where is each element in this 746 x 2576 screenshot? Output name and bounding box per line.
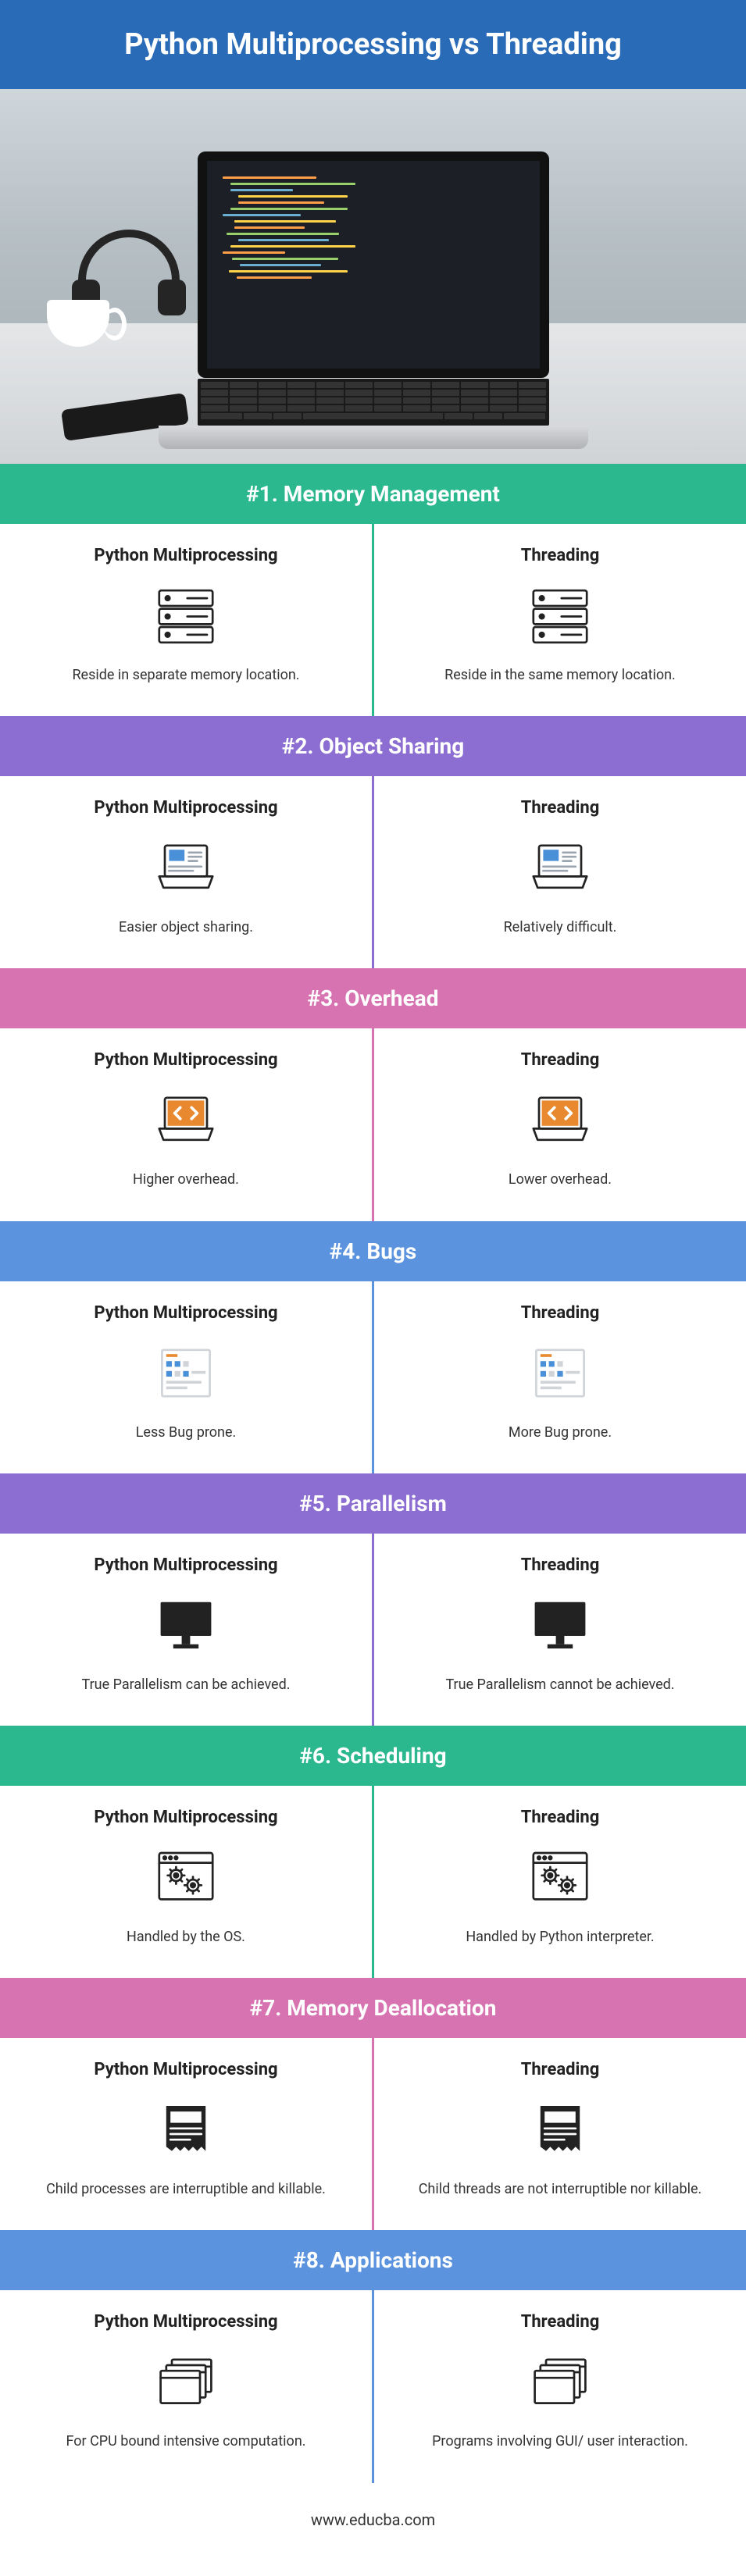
laptop-blue-icon [398, 833, 723, 903]
monitor-icon [398, 1591, 723, 1661]
server-icon [23, 581, 348, 651]
comparison-row: Python Multiprocessing For CPU bound int… [0, 2290, 746, 2482]
left-title: Python Multiprocessing [23, 2060, 348, 2079]
window-gears-icon [398, 1843, 723, 1913]
section-header: #6. Scheduling [0, 1726, 746, 1786]
section-header: #1. Memory Management [0, 464, 746, 524]
section-header: #3. Overhead [0, 968, 746, 1028]
right-text: Child threads are not interruptible nor … [398, 2179, 723, 2199]
left-text: Reside in separate memory location. [23, 665, 348, 685]
laptop-blue-icon [23, 833, 348, 903]
right-text: Relatively difficult. [398, 917, 723, 937]
left-column: Python Multiprocessing Handled by the OS… [0, 1786, 374, 1978]
left-text: True Parallelism can be achieved. [23, 1675, 348, 1694]
left-column: Python Multiprocessing Child processes a… [0, 2038, 374, 2230]
infographic-container: Python Multiprocessing vs Threading [0, 0, 746, 2576]
right-column: Threading Lower overhead. [374, 1028, 746, 1220]
right-column: Threading Handled by Python interpreter. [374, 1786, 746, 1978]
left-title: Python Multiprocessing [23, 2312, 348, 2332]
left-column: Python Multiprocessing For CPU bound int… [0, 2290, 374, 2482]
section-header: #2. Object Sharing [0, 716, 746, 776]
section-header: #5. Parallelism [0, 1473, 746, 1534]
right-text: More Bug prone. [398, 1423, 723, 1442]
right-title: Threading [398, 1050, 723, 1070]
form-icon [398, 1338, 723, 1409]
form-icon [23, 1338, 348, 1409]
comparison-row: Python Multiprocessing Less Bug prone. T… [0, 1281, 746, 1473]
laptop-orange-icon [398, 1085, 723, 1156]
left-title: Python Multiprocessing [23, 1303, 348, 1323]
left-title: Python Multiprocessing [23, 798, 348, 818]
right-column: Threading Relatively difficult. [374, 776, 746, 968]
comparison-row: Python Multiprocessing Higher overhead. … [0, 1028, 746, 1220]
left-title: Python Multiprocessing [23, 1050, 348, 1070]
server-icon [398, 581, 723, 651]
receipt-icon [398, 2095, 723, 2165]
left-text: Handled by the OS. [23, 1927, 348, 1947]
right-title: Threading [398, 1303, 723, 1323]
left-text: Child processes are interruptible and ki… [23, 2179, 348, 2199]
right-title: Threading [398, 1555, 723, 1575]
right-title: Threading [398, 1808, 723, 1827]
right-column: Threading True Parallelism cannot be ach… [374, 1534, 746, 1726]
right-title: Threading [398, 798, 723, 818]
section-header: #8. Applications [0, 2230, 746, 2290]
laptop-illustration [159, 151, 588, 448]
right-column: Threading Programs involving GUI/ user i… [374, 2290, 746, 2482]
left-column: Python Multiprocessing Reside in separat… [0, 524, 374, 716]
comparison-row: Python Multiprocessing Easier object sha… [0, 776, 746, 968]
right-column: Threading More Bug prone. [374, 1281, 746, 1473]
right-text: Lower overhead. [398, 1170, 723, 1189]
left-text: Higher overhead. [23, 1170, 348, 1189]
left-column: Python Multiprocessing Higher overhead. [0, 1028, 374, 1220]
left-column: Python Multiprocessing Less Bug prone. [0, 1281, 374, 1473]
windows-stack-icon [398, 2347, 723, 2417]
left-title: Python Multiprocessing [23, 546, 348, 565]
comparison-row: Python Multiprocessing Handled by the OS… [0, 1786, 746, 1978]
comparison-row: Python Multiprocessing Child processes a… [0, 2038, 746, 2230]
comparison-row: Python Multiprocessing True Parallelism … [0, 1534, 746, 1726]
left-column: Python Multiprocessing Easier object sha… [0, 776, 374, 968]
left-text: For CPU bound intensive computation. [23, 2432, 348, 2451]
right-title: Threading [398, 546, 723, 565]
page-title: Python Multiprocessing vs Threading [0, 0, 746, 89]
left-title: Python Multiprocessing [23, 1555, 348, 1575]
right-title: Threading [398, 2312, 723, 2332]
right-text: Reside in the same memory location. [398, 665, 723, 685]
left-text: Less Bug prone. [23, 1423, 348, 1442]
windows-stack-icon [23, 2347, 348, 2417]
right-column: Threading Reside in the same memory loca… [374, 524, 746, 716]
left-title: Python Multiprocessing [23, 1808, 348, 1827]
hero-image [0, 89, 746, 464]
laptop-orange-icon [23, 1085, 348, 1156]
footer-url: www.educba.com [0, 2483, 746, 2576]
section-header: #4. Bugs [0, 1221, 746, 1281]
section-header: #7. Memory Deallocation [0, 1978, 746, 2038]
window-gears-icon [23, 1843, 348, 1913]
right-title: Threading [398, 2060, 723, 2079]
right-text: Handled by Python interpreter. [398, 1927, 723, 1947]
right-column: Threading Child threads are not interrup… [374, 2038, 746, 2230]
sections-list: #1. Memory Management Python Multiproces… [0, 464, 746, 2483]
monitor-icon [23, 1591, 348, 1661]
comparison-row: Python Multiprocessing Reside in separat… [0, 524, 746, 716]
right-text: Programs involving GUI/ user interaction… [398, 2432, 723, 2451]
left-column: Python Multiprocessing True Parallelism … [0, 1534, 374, 1726]
right-text: True Parallelism cannot be achieved. [398, 1675, 723, 1694]
receipt-icon [23, 2095, 348, 2165]
left-text: Easier object sharing. [23, 917, 348, 937]
